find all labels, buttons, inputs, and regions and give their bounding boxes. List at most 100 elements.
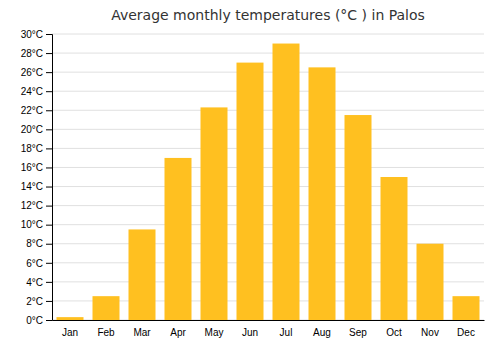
x-axis: Jan Feb Mar Apr May Jun Jul Aug Sep Oct Nov Dec: [53, 321, 485, 339]
x-tick: Aug: [313, 327, 331, 338]
y-axis-line: [46, 35, 53, 321]
y-tick: 14°C: [21, 181, 52, 192]
bar: [165, 158, 192, 320]
y-axis: 0°C 2°C 4°C 6°C 8°C 10°C 12°C 14°C 16°C 18°C 20°C 2…: [21, 29, 53, 326]
y-tick: 26°C: [21, 67, 52, 78]
grid-line: [52, 34, 484, 35]
y-tick-label: 20°C: [21, 124, 43, 135]
y-tick: 4°C: [26, 277, 52, 288]
bar: [381, 177, 408, 320]
x-tick-label: Feb: [97, 327, 115, 338]
y-tick: 18°C: [21, 143, 52, 154]
x-tick: Dec: [457, 327, 475, 338]
x-tick-label: Jul: [280, 327, 293, 338]
title: Average monthly temperatures (°C ) in Pa…: [111, 7, 425, 23]
y-tick-label: 6°C: [26, 258, 43, 269]
y-tick-mark: [46, 187, 52, 188]
bar: [273, 44, 300, 320]
y-tick-mark: [46, 34, 52, 35]
x-tick: Mar: [133, 327, 151, 338]
x-tick: Sep: [349, 327, 367, 338]
grid-line: [52, 91, 484, 92]
bar: [237, 63, 264, 320]
bar: [129, 229, 156, 320]
grid-line: [52, 129, 484, 130]
y-tick-label: 14°C: [21, 181, 43, 192]
chart: 0°C 2°C 4°C 6°C 8°C 10°C 12°C 14°C 16°C 18°C 20°C 2…: [0, 0, 500, 350]
y-tick-label: 4°C: [26, 277, 43, 288]
bar: [57, 317, 84, 320]
y-tick-label: 22°C: [21, 105, 43, 116]
x-tick-label: Jan: [62, 327, 78, 338]
y-tick-label: 30°C: [21, 29, 43, 40]
y-tick-label: 28°C: [21, 48, 43, 59]
y-tick-mark: [46, 148, 52, 149]
x-tick-label: Dec: [457, 327, 475, 338]
y-tick-mark: [46, 72, 52, 73]
bar: [201, 107, 228, 320]
bar: [93, 296, 120, 320]
x-tick-label: May: [205, 327, 224, 338]
y-tick-label: 12°C: [21, 200, 43, 211]
x-tick-label: Mar: [133, 327, 151, 338]
y-tick-mark: [46, 301, 52, 302]
x-axis-line: [53, 320, 485, 321]
y-tick-mark: [46, 110, 52, 111]
y-tick-mark: [46, 244, 52, 245]
plot: 0°C 2°C 4°C 6°C 8°C 10°C 12°C 14°C 16°C 18°C 20°C 2…: [21, 29, 485, 338]
y-tick-mark: [46, 129, 52, 130]
x-tick: Feb: [97, 327, 115, 338]
grid-line: [52, 53, 484, 54]
grid-line: [52, 148, 484, 149]
y-tick-mark: [46, 263, 52, 264]
grid-line: [52, 186, 484, 187]
grid: [52, 34, 484, 320]
bar: [309, 67, 336, 320]
x-tick: Apr: [170, 327, 186, 338]
y-tick-mark: [46, 91, 52, 92]
grid-line: [52, 110, 484, 111]
y-tick: 6°C: [26, 258, 52, 269]
x-tick: May: [205, 327, 224, 338]
bar: [345, 115, 372, 320]
y-tick-mark: [46, 320, 52, 321]
y-tick-label: 26°C: [21, 67, 43, 78]
bar: [453, 296, 480, 320]
y-tick-label: 2°C: [26, 296, 43, 307]
y-tick: 22°C: [21, 105, 52, 116]
x-tick: Jul: [280, 327, 293, 338]
x-tick: Jun: [242, 327, 258, 338]
x-tick: Jan: [62, 327, 78, 338]
y-tick-mark: [46, 225, 52, 226]
grid-line: [52, 72, 484, 73]
grid-line: [52, 167, 484, 168]
y-tick: 10°C: [21, 219, 52, 230]
y-tick-label: 16°C: [21, 162, 43, 173]
y-tick: 20°C: [21, 124, 52, 135]
x-tick-label: Oct: [386, 327, 402, 338]
x-tick: Nov: [421, 327, 439, 338]
y-tick-label: 8°C: [26, 238, 43, 249]
y-tick: 2°C: [26, 296, 52, 307]
y-tick: 30°C: [21, 29, 52, 40]
y-tick-mark: [46, 53, 52, 54]
bars: [57, 44, 480, 320]
y-tick-mark: [46, 282, 52, 283]
x-tick-label: Nov: [421, 327, 439, 338]
y-tick-mark: [46, 206, 52, 207]
y-tick: 12°C: [21, 200, 52, 211]
grid-line: [52, 224, 484, 225]
y-tick-label: 0°C: [26, 315, 43, 326]
y-tick: 28°C: [21, 48, 52, 59]
x-tick-label: Apr: [170, 327, 186, 338]
grid-line: [52, 205, 484, 206]
y-tick: 24°C: [21, 86, 52, 97]
y-tick: 16°C: [21, 162, 52, 173]
y-tick-label: 18°C: [21, 143, 43, 154]
y-tick-mark: [46, 167, 52, 168]
x-tick-label: Aug: [313, 327, 331, 338]
y-tick-label: 24°C: [21, 86, 43, 97]
x-tick-label: Sep: [349, 327, 367, 338]
y-tick: 0°C: [26, 315, 52, 326]
x-tick-label: Jun: [242, 327, 258, 338]
